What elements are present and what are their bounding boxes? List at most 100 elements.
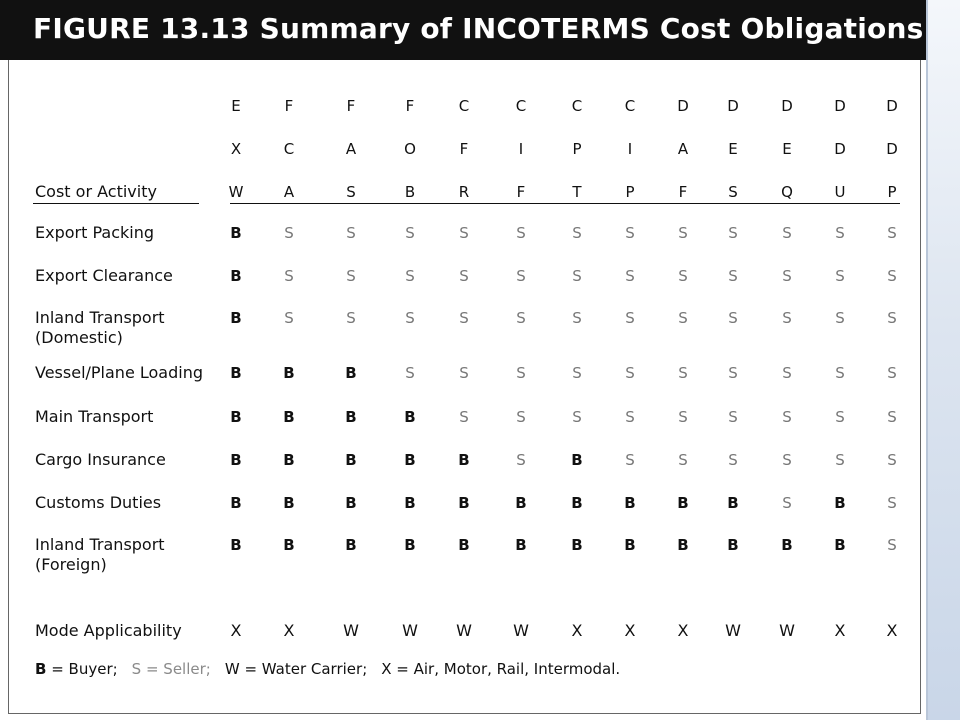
seller-cell: S	[516, 267, 526, 285]
seller-cell: S	[728, 451, 738, 469]
seller-cell: S	[782, 451, 792, 469]
term-letter: F	[678, 183, 688, 201]
term-letter: E	[728, 140, 738, 158]
seller-cell: S	[346, 309, 356, 327]
term-letter: C	[624, 97, 636, 115]
term-letter: R	[458, 183, 470, 201]
buyer-cell: B	[345, 364, 357, 382]
seller-cell: S	[459, 224, 469, 242]
mode-cell: X	[624, 621, 636, 640]
term-letter: S	[346, 183, 356, 201]
buyer-cell: B	[230, 536, 242, 554]
row-label: Export Packing	[35, 223, 154, 243]
row-label: Inland Transport (Domestic)	[35, 308, 165, 348]
term-letter: D	[886, 97, 898, 115]
buyer-cell: B	[283, 536, 295, 554]
term-letter: C	[458, 97, 470, 115]
seller-cell: S	[887, 494, 897, 512]
seller-cell: S	[625, 364, 635, 382]
buyer-cell: B	[781, 536, 793, 554]
seller-cell: S	[728, 224, 738, 242]
legend-air-motor-rail: X = Air, Motor, Rail, Intermodal.	[381, 660, 621, 678]
seller-cell: S	[625, 224, 635, 242]
buyer-cell: B	[230, 224, 242, 242]
seller-cell: S	[284, 267, 294, 285]
mode-cell: X	[571, 621, 583, 640]
slide-side-strip	[928, 0, 960, 720]
term-letter: F	[459, 140, 469, 158]
row-label: Customs Duties	[35, 493, 161, 513]
legend-seller: S = Seller;	[131, 660, 211, 678]
seller-cell: S	[678, 364, 688, 382]
buyer-cell: B	[834, 536, 846, 554]
seller-cell: S	[625, 267, 635, 285]
term-letter: S	[728, 183, 738, 201]
seller-cell: S	[516, 224, 526, 242]
term-letter: U	[834, 183, 846, 201]
mode-cell: W	[513, 621, 529, 640]
seller-cell: S	[572, 364, 582, 382]
mode-cell: X	[834, 621, 846, 640]
seller-cell: S	[782, 267, 792, 285]
term-letter: P	[887, 183, 897, 201]
buyer-cell: B	[230, 451, 242, 469]
seller-cell: S	[572, 309, 582, 327]
term-letter: D	[781, 97, 793, 115]
header-underline-right	[230, 203, 900, 204]
term-letter: D	[886, 140, 898, 158]
term-letter: P	[572, 140, 582, 158]
mode-cell: X	[886, 621, 898, 640]
buyer-cell: B	[515, 536, 527, 554]
buyer-cell: B	[345, 494, 357, 512]
seller-cell: S	[782, 309, 792, 327]
buyer-cell: B	[458, 451, 470, 469]
term-letter: F	[346, 97, 356, 115]
seller-cell: S	[887, 224, 897, 242]
seller-cell: S	[459, 408, 469, 426]
seller-cell: S	[782, 224, 792, 242]
buyer-cell: B	[727, 494, 739, 512]
row-label: Cargo Insurance	[35, 450, 166, 470]
buyer-cell: B	[458, 494, 470, 512]
mode-cell: W	[725, 621, 741, 640]
seller-cell: S	[728, 309, 738, 327]
mode-cell: X	[677, 621, 689, 640]
buyer-cell: B	[677, 536, 689, 554]
row-label: Export Clearance	[35, 266, 173, 286]
column-header-cost-or-activity: Cost or Activity	[35, 182, 157, 201]
buyer-cell: B	[230, 309, 242, 327]
term-letter: D	[677, 97, 689, 115]
term-letter: T	[572, 183, 582, 201]
term-letter: I	[627, 140, 633, 158]
mode-row-label: Mode Applicability	[35, 621, 182, 640]
seller-cell: S	[678, 408, 688, 426]
seller-cell: S	[678, 224, 688, 242]
seller-cell: S	[346, 224, 356, 242]
legend: B = Buyer; S = Seller; W = Water Carrier; X…	[35, 660, 620, 678]
seller-cell: S	[284, 224, 294, 242]
term-letter: O	[404, 140, 416, 158]
seller-cell: S	[835, 224, 845, 242]
buyer-cell: B	[345, 451, 357, 469]
seller-cell: S	[887, 536, 897, 554]
row-label-line1: Inland Transport	[35, 535, 165, 554]
term-letter: C	[283, 140, 295, 158]
seller-cell: S	[782, 408, 792, 426]
legend-buyer-key: B	[35, 660, 47, 678]
row-label-line1: Export Clearance	[35, 266, 173, 285]
frame-left-border	[8, 60, 9, 714]
seller-cell: S	[782, 494, 792, 512]
seller-cell: S	[625, 309, 635, 327]
term-letter: A	[283, 183, 295, 201]
seller-cell: S	[728, 267, 738, 285]
row-label: Vessel/Plane Loading	[35, 363, 203, 383]
seller-cell: S	[459, 267, 469, 285]
buyer-cell: B	[458, 536, 470, 554]
seller-cell: S	[625, 451, 635, 469]
buyer-cell: B	[404, 408, 416, 426]
term-letter: I	[518, 140, 524, 158]
seller-cell: S	[887, 364, 897, 382]
term-letter: F	[516, 183, 526, 201]
term-letter: W	[228, 183, 244, 201]
mode-cell: X	[283, 621, 295, 640]
